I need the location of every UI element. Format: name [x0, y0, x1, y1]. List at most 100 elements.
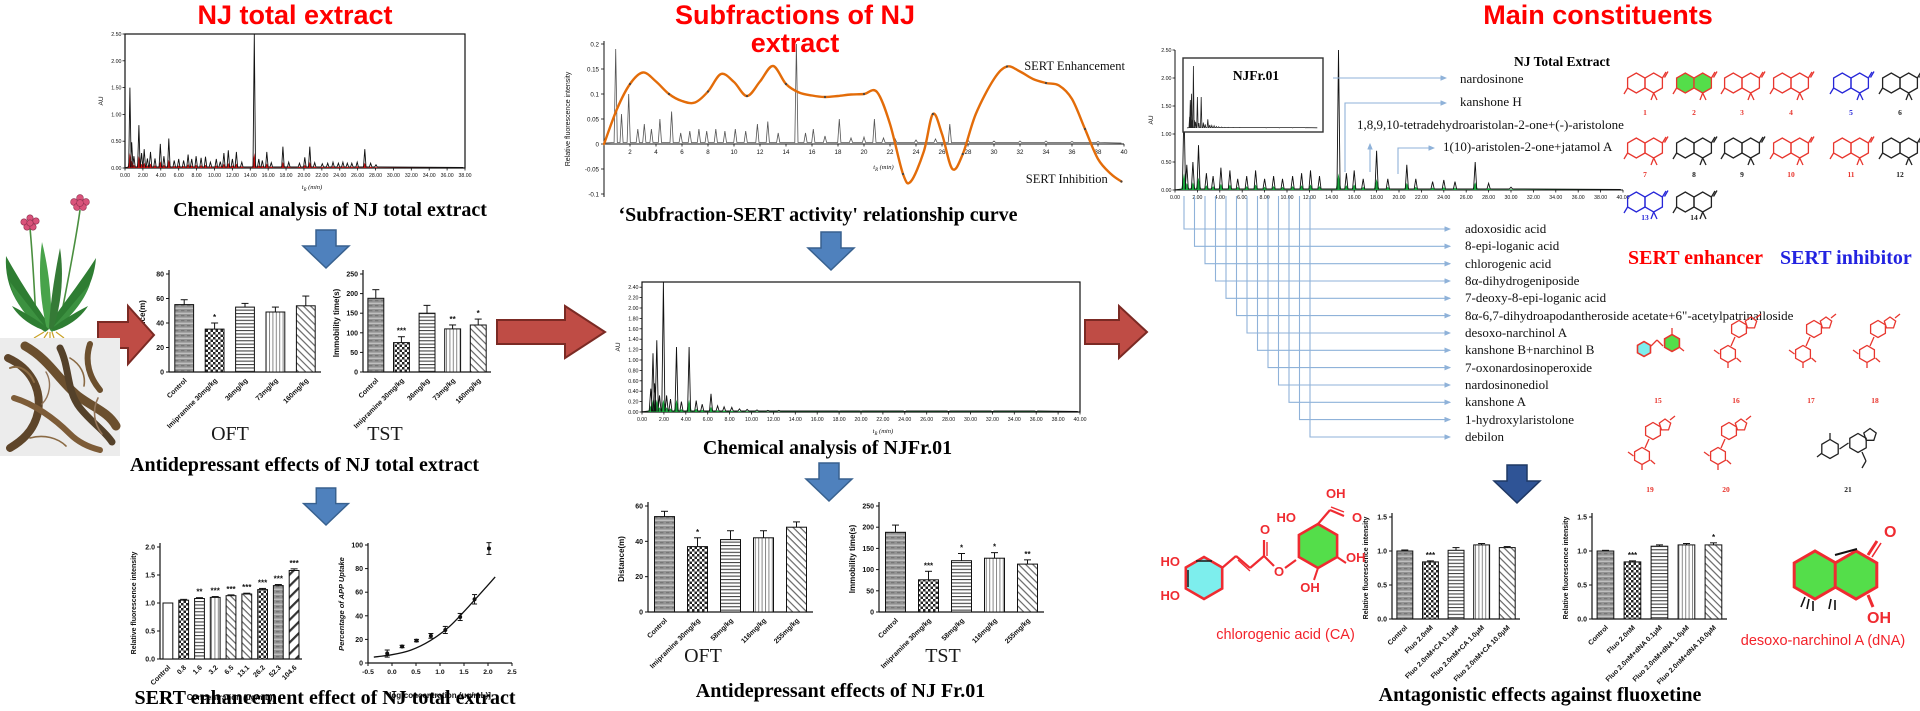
- svg-text:24.00: 24.00: [1437, 195, 1450, 201]
- constituent-list-item: 1-hydroxylaristolone: [1465, 412, 1575, 427]
- chlorogenic-acid-structure: HO HO O O HO O OH OH OH: [1161, 486, 1366, 603]
- svg-text:0.5: 0.5: [145, 629, 155, 636]
- svg-text:150: 150: [346, 311, 358, 318]
- oft-bar-chart-total-extract: 020406080Distance(m)Control*Imipramine 3…: [133, 262, 325, 434]
- svg-text:0.00: 0.00: [628, 410, 638, 416]
- svg-text:100: 100: [351, 543, 363, 550]
- chlorogenic-acid-label: chlorogenic acid (CA): [1216, 627, 1355, 643]
- svg-text:4.00: 4.00: [156, 173, 166, 179]
- svg-text:1.0: 1.0: [1377, 549, 1387, 556]
- svg-text:255mg/kg: 255mg/kg: [773, 617, 801, 645]
- svg-text:2.50: 2.50: [1161, 48, 1171, 54]
- svg-text:36mg/kg: 36mg/kg: [224, 377, 249, 402]
- svg-text:10: 10: [1787, 170, 1795, 179]
- svg-text:12.00: 12.00: [226, 173, 239, 179]
- svg-text:10.00: 10.00: [745, 417, 758, 423]
- down-arrow-icon: [806, 231, 856, 272]
- svg-text:1.20: 1.20: [628, 348, 638, 354]
- svg-text:20.00: 20.00: [1393, 195, 1406, 201]
- svg-text:4: 4: [654, 149, 658, 156]
- constituent-list-item: 8α-6,7-dihydroapodantheroside acetate+6"…: [1465, 308, 1794, 323]
- sert-inhibitor-tag: SERT inhibitor: [1780, 247, 1912, 269]
- svg-text:1.60: 1.60: [628, 327, 638, 333]
- svg-text:0.0: 0.0: [1377, 617, 1387, 624]
- svg-text:104.6: 104.6: [281, 664, 298, 681]
- svg-text:116mg/kg: 116mg/kg: [740, 617, 768, 645]
- svg-text:0.2: 0.2: [590, 41, 599, 48]
- svg-text:26.00: 26.00: [1460, 195, 1473, 201]
- svg-text:20.00: 20.00: [297, 173, 310, 179]
- svg-text:200: 200: [862, 525, 874, 532]
- svg-text:4.00: 4.00: [1215, 195, 1225, 201]
- svg-text:Relative fluorescence intensit: Relative fluorescence intensity: [1363, 517, 1370, 620]
- svg-text:Control: Control: [150, 664, 173, 687]
- svg-text:HO: HO: [1161, 554, 1181, 569]
- right-column-title: Main constituents: [1483, 0, 1713, 30]
- svg-text:0.5: 0.5: [1377, 583, 1387, 590]
- svg-text:20: 20: [1722, 485, 1730, 494]
- svg-text:73mg/kg: 73mg/kg: [432, 377, 457, 402]
- constituent-list-item: 8α-dihydrogeniposide: [1465, 273, 1580, 288]
- svg-text:32.00: 32.00: [1527, 195, 1540, 201]
- svg-text:AU: AU: [615, 342, 622, 351]
- svg-text:24.00: 24.00: [333, 173, 346, 179]
- svg-text:0.60: 0.60: [628, 379, 638, 385]
- svg-text:16: 16: [809, 149, 816, 156]
- svg-text:16.00: 16.00: [811, 417, 824, 423]
- sert-enhancer-tag: SERT enhancer: [1628, 247, 1764, 269]
- svg-text:2.00: 2.00: [111, 59, 121, 65]
- svg-text:14: 14: [783, 149, 790, 156]
- svg-text:8.00: 8.00: [1260, 195, 1270, 201]
- caption-chem-analysis-fr01: Chemical analysis of NJFr.01: [702, 437, 953, 459]
- constituents-chromatogram: 0.00 0.50 1.00 1.50 2.00 2.50 0.00 2.00 4.00 6.00…: [1145, 36, 1633, 222]
- caption-antagonistic: Antagonistic effects against fluoxetine: [1378, 684, 1702, 706]
- svg-text:0.50: 0.50: [1161, 160, 1171, 166]
- oft-bar-chart-fr01: 0 20 40 60 Distance(m) Control * Imipramine 30m…: [612, 494, 817, 674]
- svg-text:0.50: 0.50: [111, 139, 121, 145]
- svg-text:0.80: 0.80: [628, 368, 638, 374]
- tst-label-left: TST: [367, 423, 403, 445]
- svg-text:18: 18: [835, 149, 842, 156]
- svg-text:1.00: 1.00: [628, 358, 638, 364]
- svg-text:12: 12: [757, 149, 764, 156]
- svg-text:1.50: 1.50: [111, 86, 121, 92]
- nj-total-extract-trace-label: NJ Total Extract: [1514, 54, 1610, 69]
- svg-text:28.00: 28.00: [1482, 195, 1495, 201]
- svg-text:Control: Control: [1387, 624, 1410, 647]
- svg-text:0.5: 0.5: [1577, 583, 1587, 590]
- desoxo-narchinol-label: desoxo-narchinol A (dNA): [1740, 633, 1906, 649]
- down-arrow-icon: [301, 487, 351, 527]
- svg-text:26.00: 26.00: [351, 173, 364, 179]
- svg-text:17: 17: [1807, 396, 1815, 405]
- svg-text:30.00: 30.00: [387, 173, 400, 179]
- svg-text:tR (min): tR (min): [873, 428, 893, 437]
- svg-text:24: 24: [913, 149, 920, 156]
- svg-text:6.00: 6.00: [1237, 195, 1247, 201]
- dna-antagonism-bar-chart: 0.0 0.5 1.0 1.5 Relative fluorescence intens…: [1556, 505, 1731, 695]
- svg-text:30.00: 30.00: [964, 417, 977, 423]
- svg-text:24.00: 24.00: [898, 417, 911, 423]
- svg-text:80: 80: [355, 566, 363, 573]
- svg-text:*: *: [1712, 533, 1716, 542]
- svg-text:250: 250: [862, 504, 874, 511]
- svg-text:6: 6: [1898, 108, 1902, 117]
- svg-text:28: 28: [965, 149, 972, 156]
- svg-text:30: 30: [991, 149, 998, 156]
- svg-text:22.00: 22.00: [315, 173, 328, 179]
- down-arrow-icon: [301, 229, 351, 270]
- ca-antagonism-bar-chart: 0.0 0.5 1.0 1.5 Relative fluorescence intens…: [1356, 505, 1524, 695]
- svg-text:0.8: 0.8: [176, 664, 188, 676]
- svg-text:20: 20: [156, 345, 164, 352]
- svg-text:40.00: 40.00: [1617, 195, 1630, 201]
- svg-text:2.0: 2.0: [145, 545, 155, 552]
- svg-text:60: 60: [355, 590, 363, 597]
- svg-text:14.00: 14.00: [244, 173, 257, 179]
- svg-text:16.00: 16.00: [1348, 195, 1361, 201]
- svg-text:-0.5: -0.5: [362, 669, 374, 676]
- svg-text:40: 40: [635, 539, 643, 546]
- svg-text:0.40: 0.40: [628, 389, 638, 395]
- svg-text:HO: HO: [1277, 510, 1297, 525]
- peak-compound-label: nardosinone: [1460, 71, 1524, 86]
